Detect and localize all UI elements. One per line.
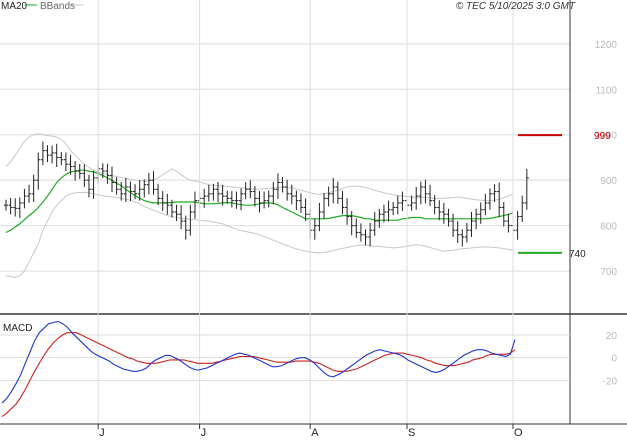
macd-tick-label: 20 [606,331,618,342]
month-label: S [408,427,415,439]
month-label: J [201,427,207,439]
price-tick-label: 800 [600,222,617,233]
bband-upper-line [5,133,514,202]
legend-bbands: BBands [40,1,75,12]
copyright-text: © TEC 5/10/2025 3:0 GMT [456,1,576,12]
price-tick-label: 700 [600,267,617,278]
macd-panel: -20 0 20 J J A S O [0,314,627,439]
resistance-label: 999 [594,131,611,142]
macd-tick-label: 0 [611,354,617,365]
price-tick-label: 1100 [595,85,617,96]
chart-overlay: MA20 BBands © TEC 5/10/2025 3:0 GMT MACD [1,1,576,334]
price-tick-label: 900 [600,176,617,187]
legend-ma20: MA20 [1,1,28,12]
macd-label: MACD [3,323,32,334]
macd-signal-line [1,332,516,418]
price-tick-label: 1200 [595,40,618,51]
month-label: A [311,427,319,439]
support-label: 740 [569,249,586,260]
macd-line [1,320,516,404]
month-label: J [99,427,105,439]
macd-tick-label: -20 [603,376,618,387]
price-tick-label: 1000 [595,131,618,142]
bband-lower-line [5,192,514,279]
price-panel: 700 800 900 1000 1100 1200 999 740 [0,0,627,424]
month-label: O [514,427,523,439]
